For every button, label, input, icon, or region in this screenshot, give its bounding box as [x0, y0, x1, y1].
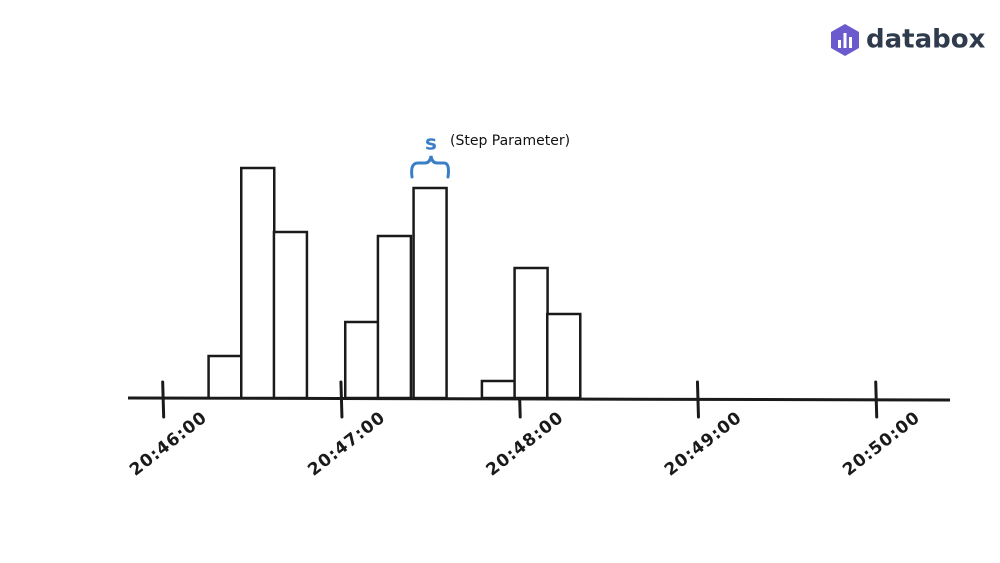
bar [546, 312, 582, 400]
bar [412, 186, 448, 400]
logo-icon-bar [843, 33, 847, 48]
annotation-symbol: s [425, 131, 437, 155]
bar [240, 166, 276, 400]
bar [207, 354, 243, 400]
bar [376, 234, 413, 400]
x-tick-label: 20:48:00 [483, 408, 568, 481]
bar [272, 230, 309, 400]
x-tick [339, 380, 344, 419]
bar [513, 266, 549, 400]
annotation: (Step Parameter) [450, 133, 570, 149]
x-tick [874, 380, 879, 419]
step-brace [410, 155, 450, 179]
bar [343, 320, 380, 400]
logo-text: databox [866, 25, 986, 55]
x-tick-label: 20:50:00 [839, 408, 924, 481]
logo: databox [831, 24, 986, 56]
logo-icon-bar [849, 37, 852, 48]
x-tick [695, 380, 700, 419]
x-tick-label: 20:49:00 [661, 408, 746, 481]
x-tick [161, 380, 166, 419]
logo-icon-bar [838, 40, 841, 48]
x-tick-label: 20:46:00 [126, 408, 211, 481]
x-tick-label: 20:47:00 [304, 408, 389, 481]
bar [480, 379, 517, 400]
